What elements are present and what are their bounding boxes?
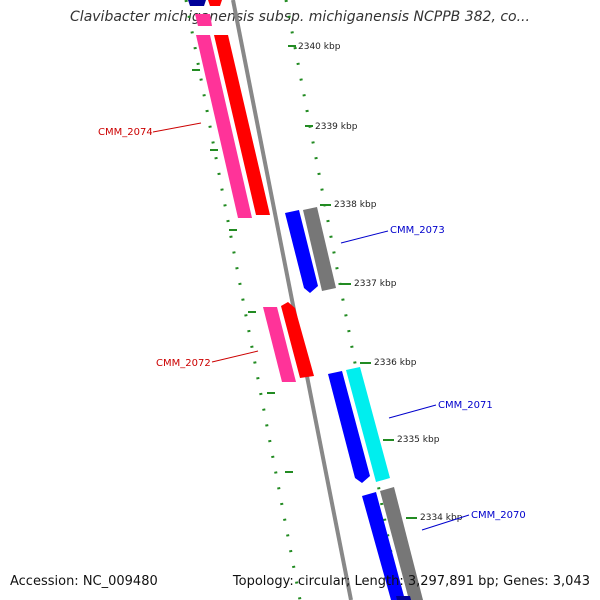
leader-line-cmm-2073 — [340, 230, 389, 244]
gene-cmm-2071-gene[interactable] — [346, 367, 390, 482]
inner-ring-dashes — [192, 69, 293, 473]
gene-cmm-2073-cds[interactable] — [285, 210, 318, 293]
top-feature-pink[interactable] — [195, 14, 212, 26]
bottom-feature-dark[interactable] — [396, 596, 411, 600]
tick-label: 2338 kbp — [334, 200, 377, 210]
top-feature-dark[interactable] — [188, 0, 206, 6]
accession-text: Accession: NC_009480 — [10, 574, 158, 589]
label-cmm-2072[interactable]: CMM_2072 — [156, 358, 211, 369]
label-cmm-2073[interactable]: CMM_2073 — [390, 225, 445, 236]
gene-cmm-2073[interactable] — [285, 207, 336, 293]
backbone-line — [231, 0, 353, 600]
tick-label: 2339 kbp — [315, 122, 358, 132]
map-title: Clavibacter michiganensis subsp. michiga… — [70, 9, 530, 25]
leader-line-cmm-2074 — [152, 122, 202, 133]
genome-summary-text: Topology: circular; Length: 3,297,891 bp… — [232, 574, 590, 589]
tick-label: 2337 kbp — [354, 279, 397, 289]
label-cmm-2070[interactable]: CMM_2070 — [471, 510, 526, 521]
gene-cmm-2070-gene[interactable] — [380, 487, 423, 600]
gene-cmm-2070-cds[interactable] — [362, 492, 405, 600]
label-cmm-2071[interactable]: CMM_2071 — [438, 400, 493, 411]
gene-cmm-2073-gene[interactable] — [303, 207, 336, 291]
gene-cmm-2072-cds[interactable] — [281, 302, 314, 378]
tick-marks: 2340 kbp 2339 kbp 2338 kbp 2337 kbp 2336… — [288, 42, 463, 523]
top-feature-red[interactable] — [208, 0, 222, 6]
gene-cmm-2074[interactable] — [196, 35, 270, 218]
tick-label: 2335 kbp — [397, 435, 440, 445]
tick-label: 2336 kbp — [374, 358, 417, 368]
gene-cmm-2074-gene[interactable] — [196, 35, 252, 218]
gene-cmm-2074-cds[interactable] — [214, 35, 270, 215]
leader-line-cmm-2072 — [211, 350, 259, 363]
gene-labels: CMM_2074 CMM_2073 CMM_2072 CMM_2071 CMM_… — [98, 122, 526, 531]
inner-dotted-track — [184, 0, 302, 600]
gene-cmm-2072-gene[interactable] — [263, 307, 296, 382]
tick-label: 2340 kbp — [298, 42, 341, 52]
gene-cmm-2071-cds[interactable] — [328, 371, 370, 483]
leader-line-cmm-2071 — [388, 404, 437, 419]
tick-label: 2334 kbp — [420, 513, 463, 523]
gene-cmm-2071[interactable] — [328, 367, 390, 483]
gene-cmm-2072[interactable] — [263, 302, 314, 382]
gene-cmm-2070[interactable] — [362, 487, 423, 600]
leader-line-cmm-2070 — [421, 514, 470, 531]
outer-dotted-track — [284, 0, 402, 600]
label-cmm-2074[interactable]: CMM_2074 — [98, 127, 153, 138]
